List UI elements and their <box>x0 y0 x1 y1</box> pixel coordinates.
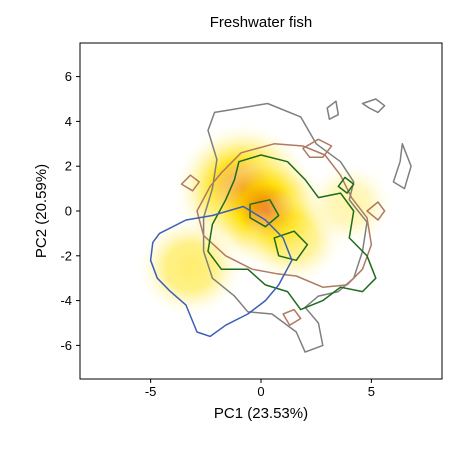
y-tick-label: 6 <box>65 69 72 84</box>
y-tick-label: 4 <box>65 114 72 129</box>
y-tick-label: 0 <box>65 204 72 219</box>
green-contour <box>207 154 377 311</box>
y-axis-ticks: -6 -4 -2 0 2 4 6 <box>60 69 80 353</box>
density-peak <box>135 214 246 320</box>
gray-contour <box>392 143 412 190</box>
plot-area <box>135 98 412 353</box>
x-tick-label: -5 <box>145 384 157 399</box>
green-contour <box>249 199 280 228</box>
green-contour <box>337 176 355 194</box>
density-layer <box>135 121 396 320</box>
brown-contour <box>180 174 200 192</box>
contour-layer <box>149 98 412 353</box>
gray-contour <box>202 102 368 353</box>
x-tick-label: 0 <box>257 384 264 399</box>
y-tick-label: -4 <box>60 293 72 308</box>
y-tick-label: 2 <box>65 159 72 174</box>
brown-contour <box>302 138 333 158</box>
green-contour <box>273 230 309 262</box>
gray-contour <box>326 100 340 120</box>
gray-contour <box>361 98 386 114</box>
chart-title: Freshwater fish <box>210 14 313 31</box>
y-axis-label: PC2 (20.59%) <box>33 164 50 258</box>
x-axis-ticks: -5 0 5 <box>145 379 375 399</box>
blue-contour <box>149 205 293 338</box>
x-axis-label: PC1 (23.53%) <box>214 405 308 422</box>
y-tick-label: -2 <box>60 248 72 263</box>
brown-contour <box>282 308 302 326</box>
x-tick-label: 5 <box>368 384 375 399</box>
y-tick-label: -6 <box>60 338 72 353</box>
brown-contour <box>366 201 386 221</box>
